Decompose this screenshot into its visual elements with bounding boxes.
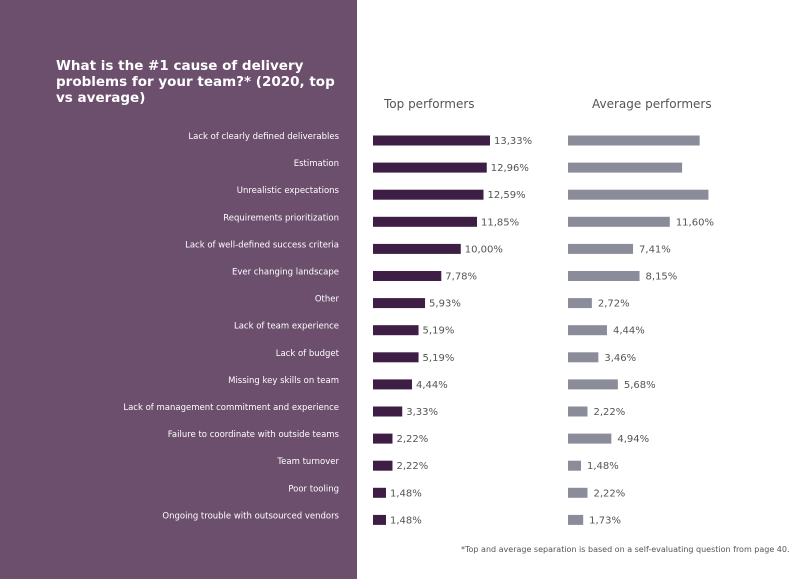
category-label-requirements-prioritization: Requirements prioritization bbox=[223, 213, 339, 223]
value-label-top-ever-changing-landscape: 7,78% bbox=[445, 272, 477, 283]
category-label-ever-changing-landscape: Ever changing landscape bbox=[232, 268, 339, 278]
bar-avg-other bbox=[568, 298, 592, 309]
bar-avg-lack-of-budget bbox=[568, 352, 599, 363]
value-label-top-lack-of-management-commitment-and-experience: 3,33% bbox=[406, 407, 438, 418]
value-label-avg-team-turnover: 1,48% bbox=[587, 461, 619, 472]
value-label-top-poor-tooling: 1,48% bbox=[390, 488, 422, 499]
value-label-top-lack-of-budget: 5,19% bbox=[423, 353, 455, 364]
bar-avg-lack-of-well-defined-success-criteria bbox=[568, 243, 634, 254]
bar-top-ongoing-trouble-with-outsourced-vendors bbox=[373, 514, 386, 525]
footnote: *Top and average separation is based on … bbox=[461, 545, 790, 554]
value-label-avg-lack-of-well-defined-success-criteria: 7,41% bbox=[639, 244, 671, 255]
category-label-poor-tooling: Poor tooling bbox=[288, 484, 339, 494]
value-label-top-estimation: 12,96% bbox=[491, 163, 529, 174]
category-label-team-turnover: Team turnover bbox=[276, 457, 339, 467]
bar-avg-requirements-prioritization bbox=[568, 216, 670, 227]
bar-top-poor-tooling bbox=[373, 487, 386, 498]
bar-top-unrealistic-expectations bbox=[373, 189, 484, 200]
value-label-top-lack-of-team-experience: 5,19% bbox=[423, 326, 455, 337]
bar-avg-team-turnover bbox=[568, 460, 581, 471]
value-label-top-missing-key-skills-on-team: 4,44% bbox=[416, 380, 448, 391]
bar-avg-unrealistic-expectations bbox=[568, 189, 709, 200]
bar-avg-estimation bbox=[568, 162, 683, 173]
category-label-lack-of-clearly-defined-deliverables: Lack of clearly defined deliverables bbox=[188, 132, 339, 142]
value-label-avg-failure-to-coordinate-with-outside-teams: 4,94% bbox=[617, 434, 649, 445]
value-label-top-unrealistic-expectations: 12,59% bbox=[488, 190, 526, 201]
series-header-top-performers: Top performers bbox=[384, 97, 475, 111]
bar-top-lack-of-team-experience bbox=[373, 325, 419, 336]
category-label-lack-of-team-experience: Lack of team experience bbox=[234, 322, 339, 332]
category-label-estimation: Estimation bbox=[294, 159, 339, 169]
bar-avg-poor-tooling bbox=[568, 487, 588, 498]
bar-top-requirements-prioritization bbox=[373, 216, 478, 227]
bar-top-lack-of-management-commitment-and-experience bbox=[373, 406, 403, 417]
value-label-top-other: 5,93% bbox=[429, 299, 461, 310]
bar-avg-ongoing-trouble-with-outsourced-vendors bbox=[568, 514, 584, 525]
bar-top-other bbox=[373, 298, 426, 309]
category-label-missing-key-skills-on-team: Missing key skills on team bbox=[228, 376, 339, 386]
value-label-top-team-turnover: 2,22% bbox=[396, 461, 428, 472]
value-label-top-requirements-prioritization: 11,85% bbox=[481, 217, 519, 228]
category-label-lack-of-budget: Lack of budget bbox=[276, 349, 340, 359]
bar-avg-failure-to-coordinate-with-outside-teams bbox=[568, 433, 612, 444]
bar-top-estimation bbox=[373, 162, 487, 173]
value-label-avg-lack-of-team-experience: 4,44% bbox=[613, 326, 645, 337]
value-label-top-lack-of-clearly-defined-deliverables: 13,33% bbox=[494, 136, 532, 147]
bar-top-failure-to-coordinate-with-outside-teams bbox=[373, 433, 393, 444]
bar-avg-lack-of-management-commitment-and-experience bbox=[568, 406, 588, 417]
value-label-avg-ever-changing-landscape: 8,15% bbox=[646, 272, 678, 283]
series-header-average-performers: Average performers bbox=[592, 97, 712, 111]
value-label-top-ongoing-trouble-with-outsourced-vendors: 1,48% bbox=[390, 515, 422, 526]
bar-top-lack-of-budget bbox=[373, 352, 419, 363]
value-label-avg-missing-key-skills-on-team: 5,68% bbox=[624, 380, 656, 391]
value-label-avg-lack-of-management-commitment-and-experience: 2,22% bbox=[593, 407, 625, 418]
bar-top-missing-key-skills-on-team bbox=[373, 379, 412, 390]
value-label-top-failure-to-coordinate-with-outside-teams: 2,22% bbox=[396, 434, 428, 445]
left-panel bbox=[0, 0, 357, 579]
category-label-failure-to-coordinate-with-outside-teams: Failure to coordinate with outside teams bbox=[168, 430, 340, 440]
bar-top-ever-changing-landscape bbox=[373, 271, 442, 281]
bar-avg-ever-changing-landscape bbox=[568, 271, 640, 281]
bar-avg-lack-of-team-experience bbox=[568, 325, 607, 336]
bar-avg-lack-of-clearly-defined-deliverables bbox=[568, 135, 700, 146]
value-label-avg-poor-tooling: 2,22% bbox=[593, 488, 625, 499]
bar-avg-missing-key-skills-on-team bbox=[568, 379, 618, 390]
chart-title: What is the #1 cause of delivery problem… bbox=[56, 58, 335, 106]
category-label-lack-of-well-defined-success-criteria: Lack of well-defined success criteria bbox=[185, 240, 339, 250]
category-label-unrealistic-expectations: Unrealistic expectations bbox=[237, 186, 340, 196]
category-label-ongoing-trouble-with-outsourced-vendors: Ongoing trouble with outsourced vendors bbox=[162, 511, 339, 521]
value-label-top-lack-of-well-defined-success-criteria: 10,00% bbox=[465, 244, 503, 255]
bar-top-lack-of-well-defined-success-criteria bbox=[373, 243, 461, 254]
category-label-lack-of-management-commitment-and-experience: Lack of management commitment and experi… bbox=[123, 403, 339, 413]
value-label-avg-other: 2,72% bbox=[598, 299, 630, 310]
value-label-avg-ongoing-trouble-with-outsourced-vendors: 1,73% bbox=[589, 515, 621, 526]
category-label-other: Other bbox=[315, 295, 340, 305]
bar-top-team-turnover bbox=[373, 460, 393, 471]
bar-top-lack-of-clearly-defined-deliverables bbox=[373, 135, 490, 146]
value-label-avg-lack-of-budget: 3,46% bbox=[604, 353, 636, 364]
value-label-avg-requirements-prioritization: 11,60% bbox=[676, 217, 714, 228]
